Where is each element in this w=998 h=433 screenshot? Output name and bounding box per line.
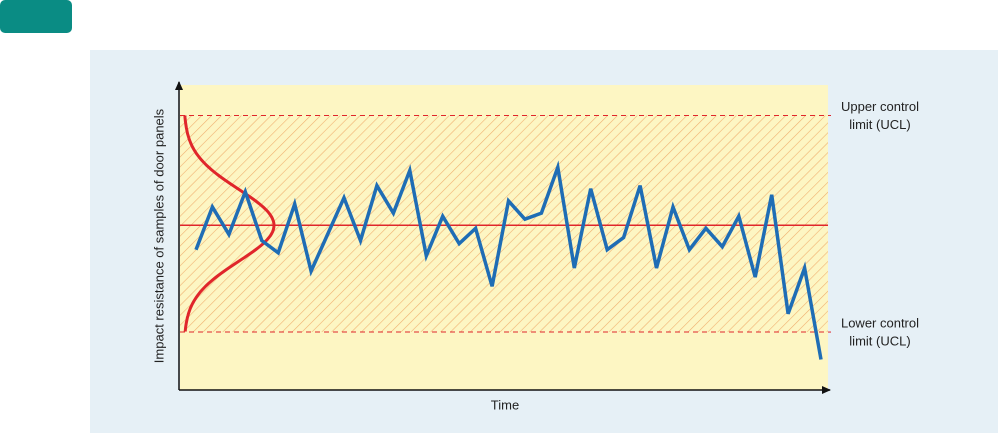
lcl-label: limit (UCL) (849, 333, 910, 348)
x-axis-label: Time (491, 397, 519, 412)
lcl-label: Lower control (841, 315, 919, 330)
data-line (194, 160, 823, 360)
ucl-label: limit (UCL) (849, 117, 910, 132)
header-tab (0, 0, 72, 33)
y-axis-label: Impact resistance of samples of door pan… (151, 108, 166, 363)
distribution-curve (183, 115, 276, 332)
ucl-label: Upper control (841, 99, 919, 114)
